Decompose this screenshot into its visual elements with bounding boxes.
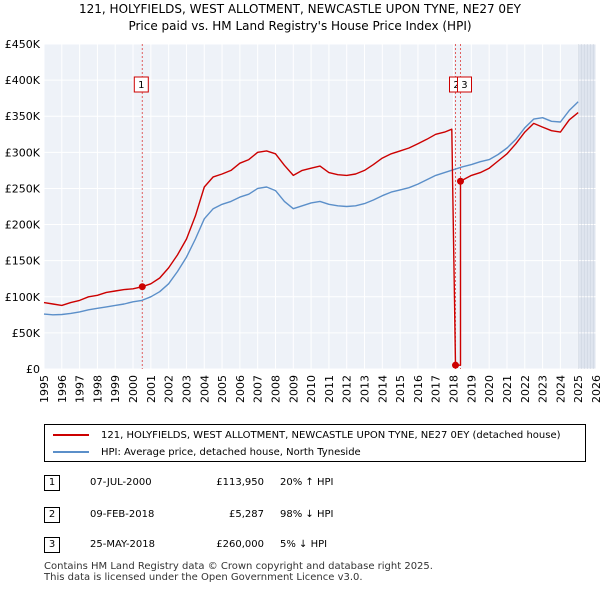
x-tick-label: 2013 xyxy=(359,375,372,403)
y-tick-label: £300K xyxy=(5,146,41,159)
x-tick-label: 2003 xyxy=(180,375,193,403)
y-tick-label: £200K xyxy=(5,219,41,232)
x-tick-label: 2021 xyxy=(501,375,514,403)
y-tick-label: £0 xyxy=(26,363,40,376)
x-tick-label: 2011 xyxy=(323,375,336,403)
x-tick-label: 1995 xyxy=(38,375,51,403)
x-tick-label: 2015 xyxy=(394,375,407,403)
x-tick-label: 1999 xyxy=(109,375,122,403)
x-tick-label: 2017 xyxy=(430,375,443,403)
transaction-number: 2 xyxy=(44,507,60,523)
x-tick-label: 2012 xyxy=(341,375,354,403)
chart-title: 121, HOLYFIELDS, WEST ALLOTMENT, NEWCAST… xyxy=(79,2,522,16)
legend-swatch-hpi xyxy=(53,451,89,453)
legend-label-hpi: HPI: Average price, detached house, Nort… xyxy=(101,446,361,458)
x-tick-label: 2004 xyxy=(198,375,211,403)
legend: 121, HOLYFIELDS, WEST ALLOTMENT, NEWCAST… xyxy=(44,424,586,462)
x-tick-label: 2010 xyxy=(305,375,318,403)
y-tick-label: £450K xyxy=(5,38,41,51)
y-tick-label: £150K xyxy=(5,255,41,268)
x-tick-label: 2006 xyxy=(234,375,247,403)
sale-point xyxy=(452,361,460,369)
x-tick-label: 2025 xyxy=(572,375,585,403)
footer-licence: This data is licensed under the Open Gov… xyxy=(44,572,363,583)
annotation-box xyxy=(456,76,472,93)
x-tick-label: 2020 xyxy=(483,375,496,403)
transaction-price: £260,000 xyxy=(216,539,264,550)
transaction-date: 09-FEB-2018 xyxy=(90,509,155,520)
x-tick-label: 2009 xyxy=(287,375,300,403)
legend-item-hpi: HPI: Average price, detached house, Nort… xyxy=(53,444,361,460)
y-tick-label: £350K xyxy=(5,110,41,123)
transaction-number: 1 xyxy=(44,475,60,491)
legend-swatch-property xyxy=(53,434,89,436)
x-tick-label: 2005 xyxy=(216,375,229,403)
transaction-price: £5,287 xyxy=(229,509,264,520)
x-tick-label: 2014 xyxy=(376,375,389,403)
y-tick-label: £100K xyxy=(5,291,41,304)
x-tick-label: 2008 xyxy=(269,375,282,403)
x-tick-label: 1998 xyxy=(91,375,104,403)
transaction-hpi: 98% ↓ HPI xyxy=(280,509,334,520)
annotation-label: 1 xyxy=(138,80,144,91)
legend-item-property: 121, HOLYFIELDS, WEST ALLOTMENT, NEWCAST… xyxy=(53,427,561,443)
price-chart: 121, HOLYFIELDS, WEST ALLOTMENT, NEWCAST… xyxy=(5,2,600,403)
annotation-label: 3 xyxy=(461,80,467,91)
x-tick-label: 1997 xyxy=(74,375,87,403)
transaction-date: 25-MAY-2018 xyxy=(90,539,156,550)
x-tick-label: 2019 xyxy=(465,375,478,403)
sale-point xyxy=(138,283,146,291)
footer: Contains HM Land Registry data © Crown c… xyxy=(44,561,433,583)
plot-area xyxy=(44,44,596,369)
x-tick-label: 2002 xyxy=(163,375,176,403)
sale-point xyxy=(456,177,464,185)
hpi-series-line xyxy=(43,101,579,316)
x-tick-label: 2016 xyxy=(412,375,425,403)
y-tick-label: £250K xyxy=(5,182,41,195)
transaction-date: 07-JUL-2000 xyxy=(90,477,152,488)
x-tick-label: 2026 xyxy=(590,375,600,403)
x-tick-label: 2018 xyxy=(448,375,461,403)
x-tick-label: 2007 xyxy=(252,375,265,403)
legend-label-property: 121, HOLYFIELDS, WEST ALLOTMENT, NEWCAST… xyxy=(101,429,561,441)
x-tick-label: 2001 xyxy=(145,375,158,403)
x-tick-label: 2023 xyxy=(537,375,550,403)
transaction-hpi: 5% ↓ HPI xyxy=(280,539,328,550)
x-tick-label: 1996 xyxy=(56,375,69,403)
footer-copyright: Contains HM Land Registry data © Crown c… xyxy=(44,561,433,572)
annotation-label: 2 xyxy=(453,80,459,91)
x-tick-label: 2024 xyxy=(554,375,567,403)
x-tick-label: 2000 xyxy=(127,375,140,403)
transaction-price: £113,950 xyxy=(216,477,264,488)
transaction-hpi: 20% ↑ HPI xyxy=(280,477,334,488)
transaction-number: 3 xyxy=(44,537,60,553)
chart-subtitle: Price paid vs. HM Land Registry's House … xyxy=(128,19,471,33)
y-tick-label: £400K xyxy=(5,74,41,87)
y-tick-label: £50K xyxy=(12,327,41,340)
property-series-line xyxy=(43,112,579,366)
annotation-box xyxy=(133,76,149,93)
x-tick-label: 2022 xyxy=(519,375,532,403)
